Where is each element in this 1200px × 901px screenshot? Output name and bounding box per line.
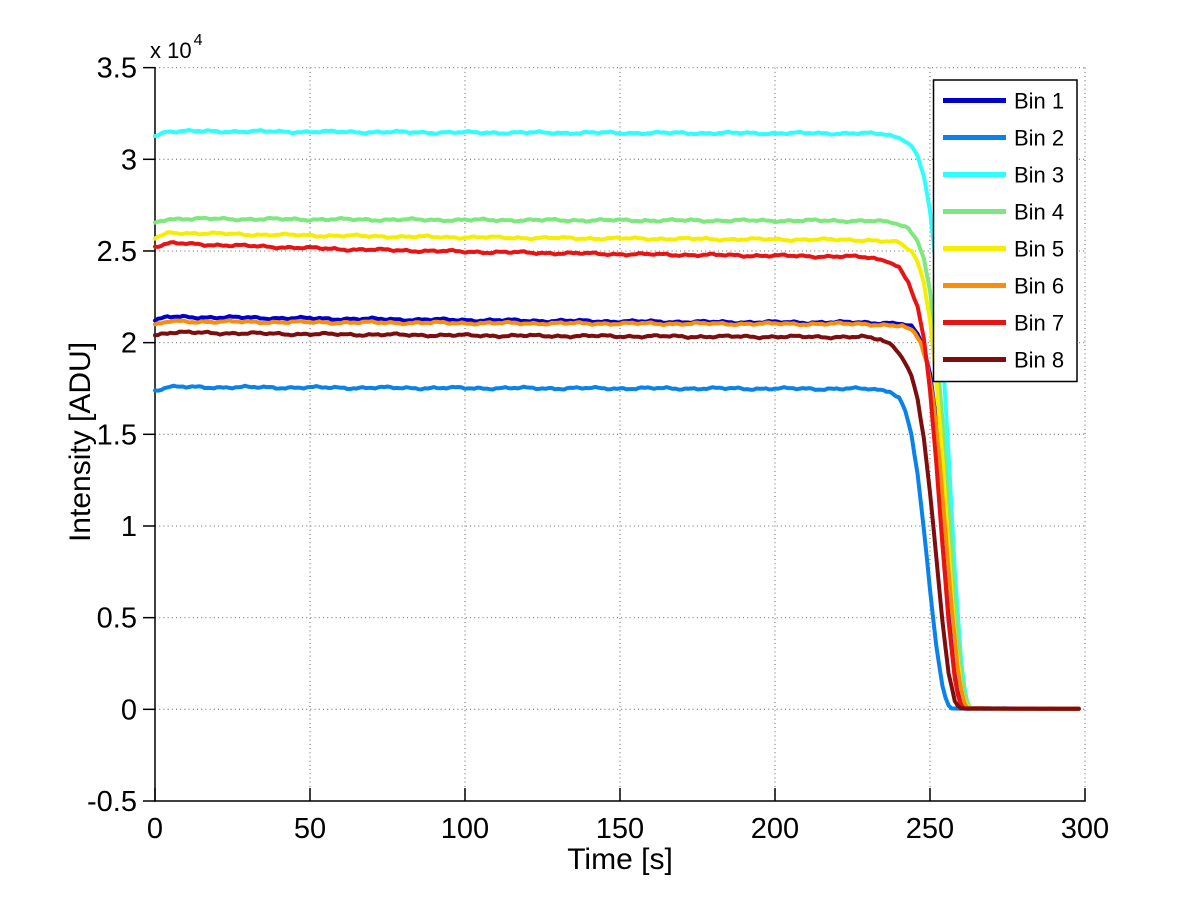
y-exponent-label: x 10 4	[150, 32, 203, 63]
x-axis-label: Time [s]	[567, 843, 673, 876]
y-axis-label: Intensity [ADU]	[64, 342, 97, 542]
y-tick-label: 1.5	[97, 419, 137, 451]
legend-label-bin-5: Bin 5	[1014, 237, 1064, 262]
y-tick-label: 2	[121, 328, 137, 360]
y-tick-label: 0	[121, 694, 137, 726]
series-line-bin-2	[153, 383, 1081, 711]
legend-label-bin-8: Bin 8	[1014, 348, 1064, 373]
legend-box	[932, 79, 1078, 383]
x-tick-label: 100	[441, 813, 489, 845]
legend-label-bin-7: Bin 7	[1014, 311, 1064, 336]
y-tick-label: 1	[121, 511, 137, 543]
x-tick-label: 50	[294, 813, 326, 845]
tick-labels: 0 50 100 150 200 250 300 -0.5 0 0.5 1 1.5 2 2.5 3 3.5	[87, 53, 1109, 845]
series-line-bin-5	[153, 230, 1081, 711]
legend-label-bin-2: Bin 2	[1014, 126, 1064, 151]
x-tick-label: 300	[1061, 813, 1109, 845]
series-line-bin-3	[153, 127, 1081, 711]
x-tick-label: 0	[147, 813, 163, 845]
legend-label-bin-4: Bin 4	[1014, 200, 1064, 225]
x-tick-label: 250	[906, 813, 954, 845]
x-tick-label: 200	[751, 813, 799, 845]
y-tick-label: 3.5	[97, 53, 137, 85]
y-tick-label: 3	[121, 144, 137, 176]
legend-label-bin-6: Bin 6	[1014, 274, 1064, 299]
series-line-bin-8	[153, 329, 1081, 711]
x-tick-label: 150	[596, 813, 644, 845]
series-line-bin-7	[153, 240, 1081, 711]
legend-label-bin-3: Bin 3	[1014, 163, 1064, 188]
grid-lines	[155, 66, 1086, 801]
legend-label-bin-1: Bin 1	[1014, 89, 1064, 114]
series-lines	[153, 127, 1081, 711]
legend: Bin 1 Bin 2 Bin 3 Bin 4 Bin 5 Bin 6 Bin 7 Bin 8	[932, 79, 1078, 383]
series-line-bin-4	[153, 215, 1081, 711]
axes	[143, 66, 1086, 802]
y-tick-label: 2.5	[97, 236, 137, 268]
y-tick-label: -0.5	[87, 786, 137, 818]
y-tick-label: 0.5	[97, 603, 137, 635]
